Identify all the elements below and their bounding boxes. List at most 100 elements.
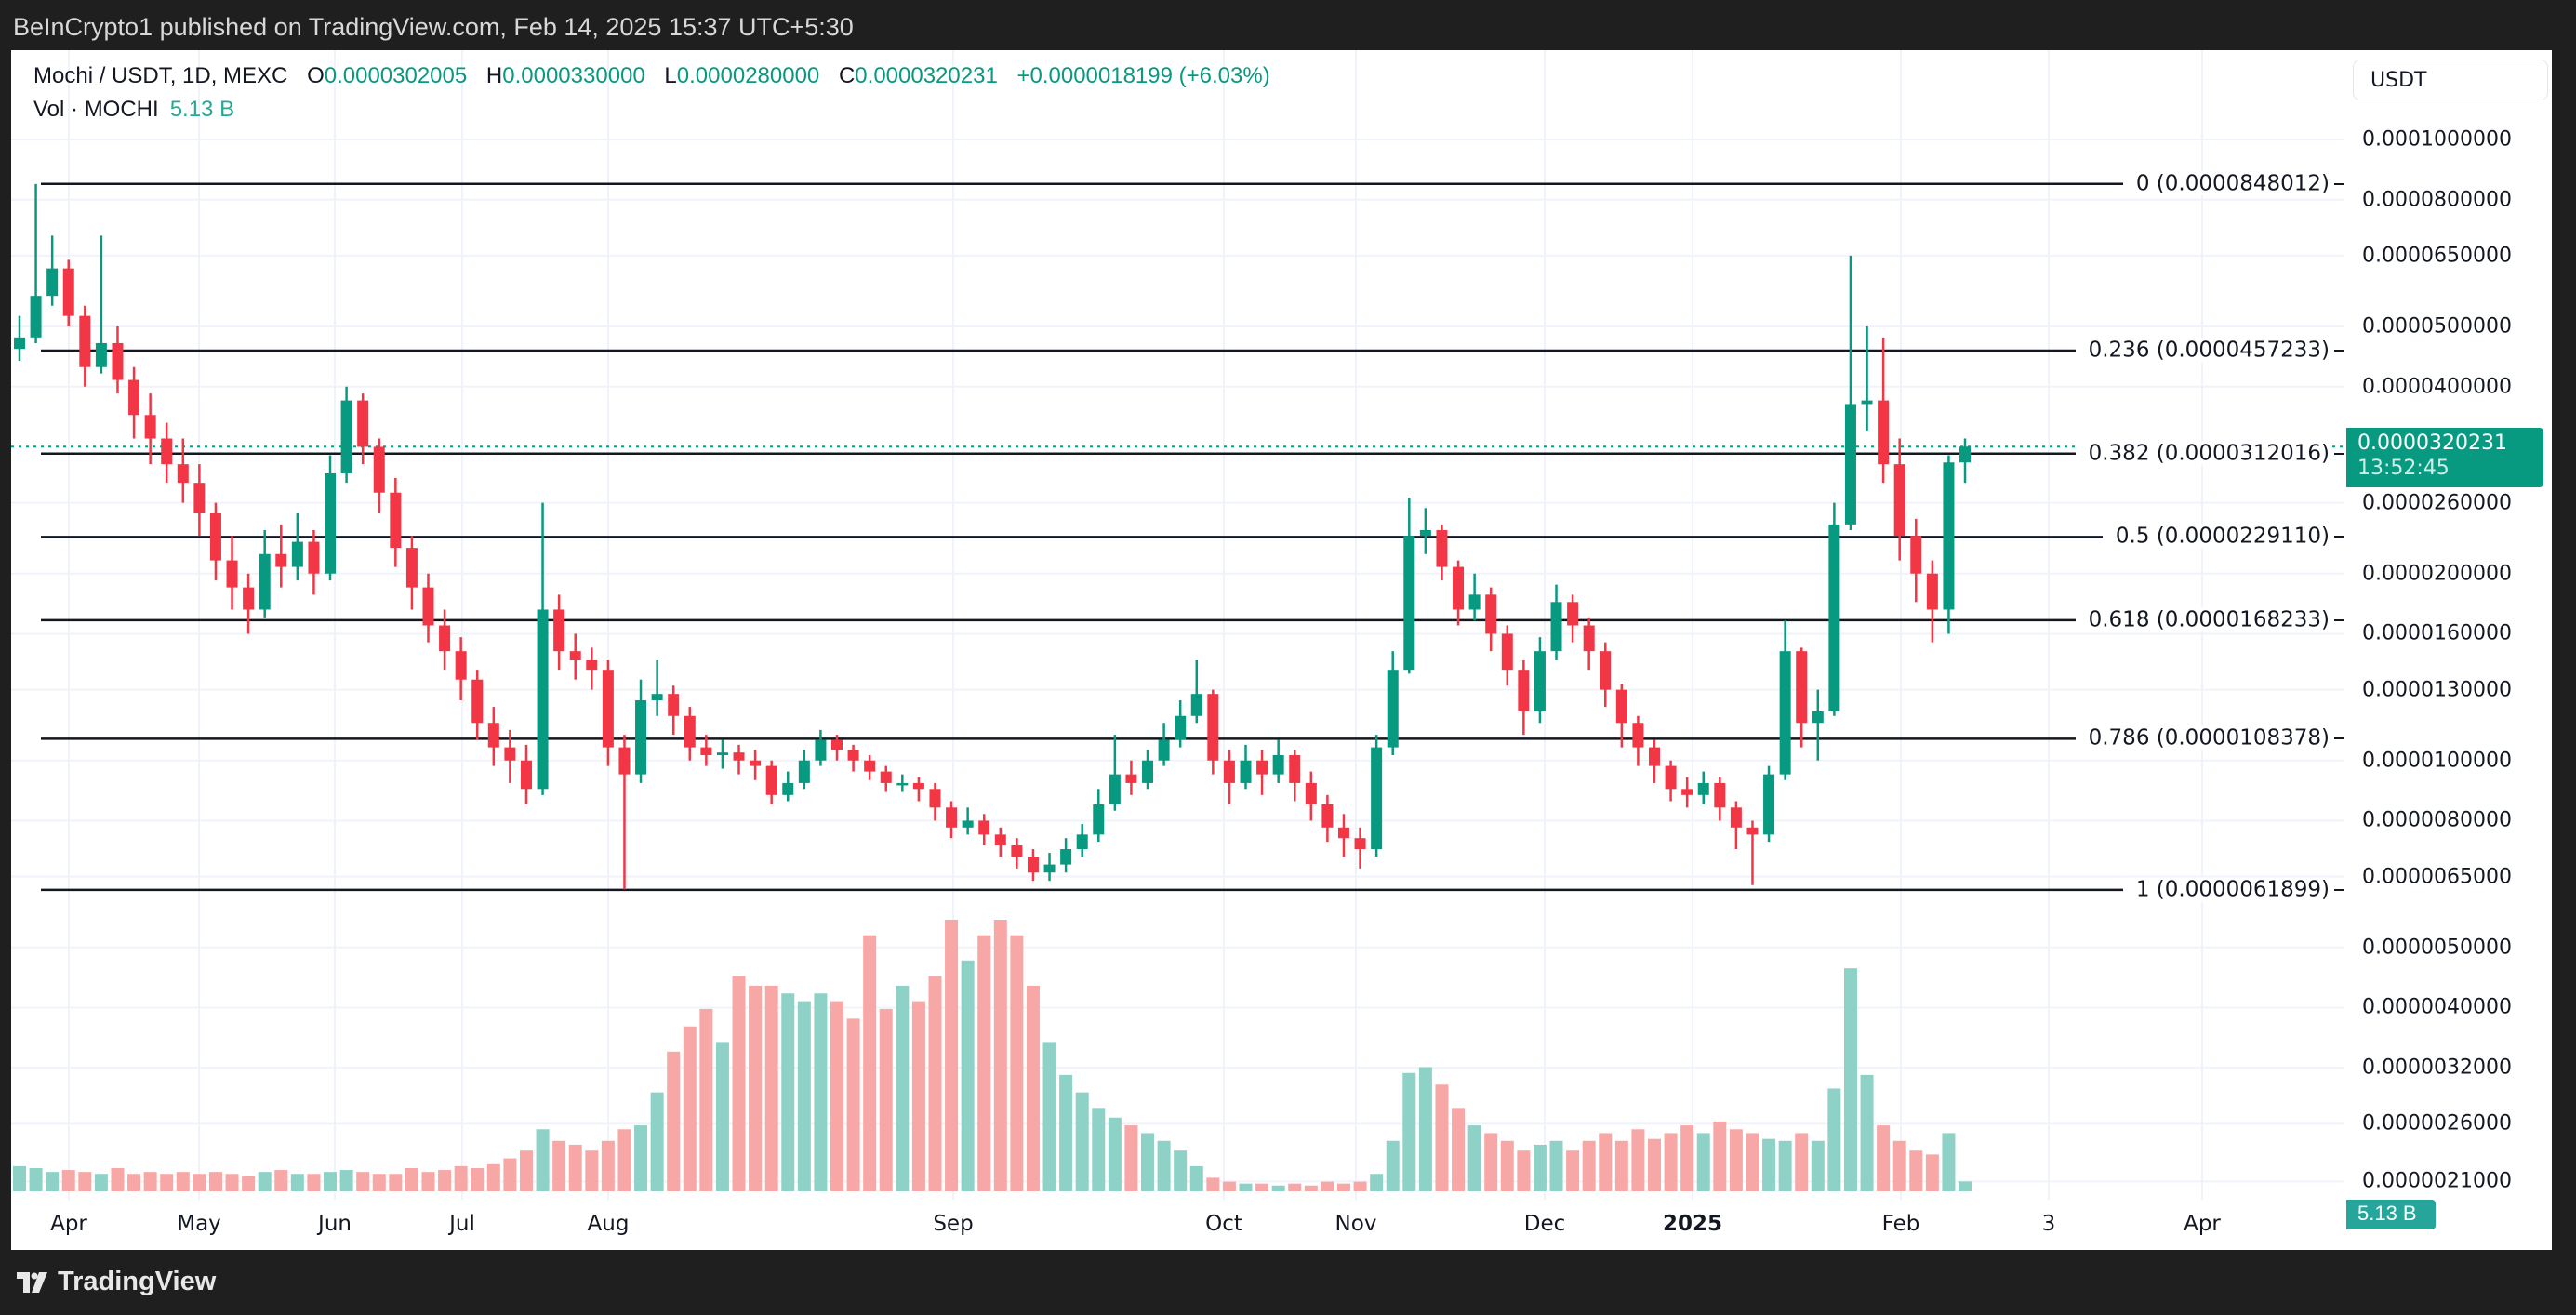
candle-body-up: [1142, 760, 1154, 783]
candle-body-up: [1861, 400, 1873, 405]
close-label: C: [838, 63, 856, 88]
candle-body-down: [439, 625, 451, 652]
candle-body-down: [112, 342, 124, 380]
candle-body-up: [1812, 711, 1824, 724]
volume-bar: [1321, 1181, 1334, 1191]
candle-body-down: [243, 587, 255, 610]
candle-body-down: [455, 651, 467, 680]
candle-body-up: [716, 752, 728, 756]
candle-body-down: [1305, 782, 1317, 804]
price-axis-label: 0.0000130000: [2362, 678, 2512, 702]
candle-body-up: [962, 820, 974, 828]
volume-bar: [258, 1172, 272, 1191]
currency-button[interactable]: USDT: [2353, 60, 2548, 100]
volume-bar: [1418, 1067, 1432, 1191]
candle-body-down: [275, 553, 287, 567]
candle-body-down: [161, 438, 173, 465]
volume-bar: [1582, 1140, 1596, 1191]
candle-body-down: [912, 782, 924, 790]
volume-bar: [911, 1001, 925, 1191]
volume-bar: [781, 993, 795, 1191]
candle-body-down: [1910, 536, 1922, 574]
candle-body-down: [1567, 602, 1579, 626]
candle-body-up: [1093, 804, 1105, 835]
candle-body-down: [62, 268, 74, 316]
candle-body-down: [1746, 827, 1759, 835]
volume-bar: [830, 1001, 843, 1191]
time-axis-label: May: [177, 1212, 221, 1236]
candle-body-down: [765, 765, 777, 795]
candle-body-down: [357, 400, 369, 447]
volume-value: 5.13 B: [169, 97, 235, 122]
candle-body-up: [30, 296, 42, 338]
volume-bar: [863, 935, 877, 1191]
candle-body-up: [1844, 404, 1856, 525]
volume-bar: [667, 1051, 681, 1191]
volume-bar: [764, 985, 778, 1191]
volume-bar: [1402, 1072, 1416, 1191]
volume-bar: [634, 1125, 648, 1191]
tradingview-logo[interactable]: TradingView: [17, 1267, 216, 1297]
candle-body-down: [1632, 723, 1644, 748]
volume-bar: [846, 1018, 860, 1191]
fib-level-label: 0.382 (0.0000312016): [2075, 441, 2330, 466]
volume-bar: [1026, 985, 1040, 1191]
volume-bar: [1599, 1133, 1613, 1191]
last-price-value: 0.0000320231: [2357, 432, 2507, 455]
volume-bar: [1631, 1129, 1645, 1191]
candle-body-up: [1779, 651, 1791, 775]
candle-body-up: [635, 700, 647, 775]
time-axis-label: Jul: [449, 1212, 475, 1236]
candle-body-down: [520, 760, 532, 790]
volume-bar: [797, 1001, 811, 1191]
price-axis-label: 0.0000032000: [2362, 1056, 2512, 1080]
volume-bar: [1648, 1138, 1661, 1191]
volume-bar: [617, 1129, 631, 1191]
volume-bar: [1517, 1150, 1531, 1191]
candle-body-down: [226, 560, 238, 588]
volume-bar: [1533, 1144, 1547, 1191]
candle-body-up: [1959, 446, 1972, 463]
time-axis-label: Sep: [933, 1212, 974, 1236]
candle-body-down: [1256, 760, 1268, 775]
symbol-title[interactable]: Mochi / USDT, 1D, MEXC: [33, 63, 288, 88]
candle-body-down: [308, 541, 320, 574]
time-axis-label: 2025: [1662, 1212, 1723, 1236]
candle-body-down: [1223, 760, 1235, 783]
chart-panel[interactable]: [11, 50, 2552, 1250]
candle-body-up: [896, 782, 909, 786]
volume-label[interactable]: Vol · MOCHI: [33, 97, 159, 122]
volume-bar: [1271, 1185, 1285, 1191]
candle-body-down: [1730, 807, 1742, 828]
volume-bar: [78, 1172, 92, 1191]
candle-body-up: [291, 541, 303, 567]
candle-body-down: [1893, 464, 1905, 537]
candle-body-down: [1354, 838, 1366, 850]
candle-body-down: [929, 789, 941, 808]
candle-body-down: [1501, 633, 1513, 671]
logo-text: TradingView: [58, 1267, 217, 1296]
price-axis-label: 0.0000260000: [2362, 491, 2512, 515]
candle-body-down: [1681, 789, 1693, 795]
high-value: 0.0000330000: [502, 63, 645, 88]
volume-bar: [438, 1170, 452, 1191]
volume-bar: [1729, 1129, 1743, 1191]
price-axis-label: 0.0000650000: [2362, 244, 2512, 268]
volume-bar: [1925, 1154, 1939, 1191]
volume-bar: [61, 1170, 75, 1191]
volume-bar: [519, 1150, 533, 1191]
last-price-tag: 0.0000320231 13:52:45: [2346, 428, 2543, 487]
price-axis-label: 0.0000500000: [2362, 314, 2512, 339]
candle-body-up: [1550, 602, 1562, 652]
candle-body-up: [14, 337, 25, 350]
candle-body-up: [95, 342, 107, 367]
candle-body-up: [1387, 670, 1399, 748]
candle-body-up: [1697, 782, 1709, 795]
low-label: L: [664, 63, 677, 88]
volume-bar: [1157, 1140, 1171, 1191]
candle-body-up: [46, 268, 59, 297]
bar-countdown: 13:52:45: [2357, 457, 2450, 480]
candle-body-down: [1649, 747, 1660, 766]
fib-level-label: 0.618 (0.0000168233): [2075, 607, 2330, 632]
